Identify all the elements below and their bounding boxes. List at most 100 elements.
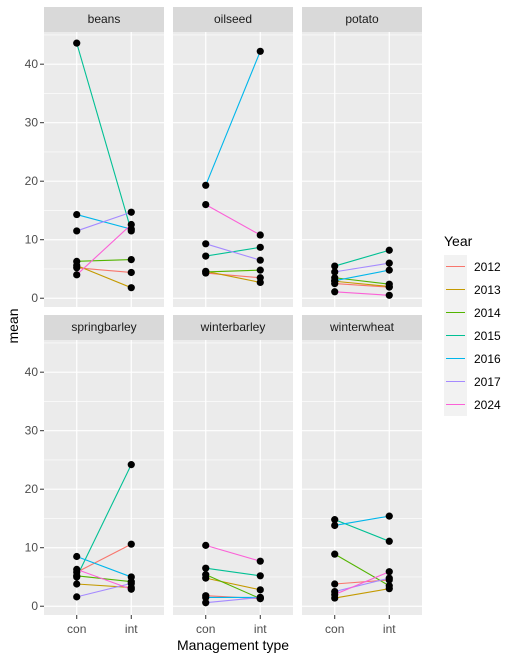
data-point-2024-con (202, 541, 210, 549)
series-line-2024 (76, 224, 132, 276)
series-line-2015 (76, 42, 132, 232)
data-point-2017-con (202, 599, 210, 607)
facet-strip-label: potato (345, 12, 379, 26)
legend-label-2024: 2024 (474, 398, 501, 412)
data-point-2017-int (256, 256, 264, 264)
facet-strip-label: springbarley (71, 320, 136, 334)
x-tick-label: int (254, 622, 267, 636)
data-point-2015-con (331, 516, 339, 524)
data-point-2014-con (331, 550, 339, 558)
data-point-2024-con (202, 201, 210, 209)
series-line-2024 (334, 571, 390, 596)
series-line-2015 (334, 249, 390, 267)
data-point-2014-int (256, 266, 264, 274)
data-point-2016-con (202, 181, 210, 189)
facet-strip (44, 7, 164, 32)
series-line-2013 (76, 583, 132, 589)
series-line-2017 (205, 596, 261, 604)
legend: Year 2012 2013 2014 2015 2016 2017 2024 (444, 233, 501, 416)
data-point-2015-con (73, 39, 81, 47)
data-point-2016-con (202, 593, 210, 602)
data-point-2012-con (331, 580, 339, 588)
data-point-2017-con (73, 593, 81, 601)
panel-background (173, 340, 293, 615)
data-point-2017-int (256, 593, 264, 602)
series-line-2017 (205, 243, 261, 261)
series-line-2016 (334, 269, 390, 282)
data-point-2016-int (385, 266, 393, 274)
series-line-2013 (334, 280, 390, 288)
y-tick-label: 40 (25, 365, 39, 379)
y-axis-title: mean (5, 308, 21, 343)
legend-title: Year (444, 233, 473, 249)
y-tick-label: 30 (25, 424, 39, 438)
data-point-2014-con (202, 571, 210, 579)
y-tick-label: 10 (25, 541, 39, 555)
data-point-2024-int (127, 220, 135, 229)
data-point-2013-con (73, 580, 81, 588)
series-line-2016 (76, 555, 132, 578)
data-point-2016-con (331, 277, 339, 285)
y-tick-label: 10 (25, 233, 39, 247)
facet-panel-winterbarley: winterbarley (173, 315, 293, 615)
data-point-2016-int (256, 47, 264, 55)
facet-panel-beans: beans (44, 7, 164, 307)
facet-strip (173, 7, 293, 32)
series-line-2017 (334, 262, 390, 273)
data-point-2016-con (73, 552, 81, 561)
data-point-2024-int (127, 585, 135, 593)
data-point-2013-int (127, 284, 135, 292)
data-point-2017-con (202, 240, 210, 248)
series-line-2024 (205, 544, 261, 562)
legend-label-2016: 2016 (474, 352, 501, 366)
series-line-2015 (76, 464, 132, 578)
facet-strip-label: winterwheat (329, 320, 395, 334)
facet-strip-label: winterbarley (200, 320, 266, 334)
facet-strip (44, 315, 164, 340)
data-point-2012-int (127, 268, 135, 277)
data-point-2024-con (73, 565, 81, 573)
legend-label-2017: 2017 (474, 375, 501, 389)
data-point-2015-int (256, 243, 264, 251)
series-line-2012 (76, 543, 132, 573)
data-point-2015-con (202, 252, 210, 260)
x-axis-title: Management type (177, 637, 289, 653)
series-line-2014 (205, 574, 261, 600)
facet-strip (302, 315, 422, 340)
y-tick-label: 0 (31, 291, 38, 305)
data-point-2015-int (127, 461, 135, 469)
series-line-2015 (205, 567, 261, 577)
facet-panel-winterwheat: winterwheat (302, 315, 422, 615)
legend-label-2014: 2014 (474, 306, 501, 320)
data-point-2017-int (127, 208, 135, 216)
data-point-2016-int (385, 512, 393, 520)
series-line-2017 (334, 577, 390, 593)
data-point-2017-int (385, 259, 393, 267)
data-point-2024-con (73, 271, 81, 279)
facet-strip (302, 7, 422, 32)
series-line-2015 (334, 519, 390, 542)
data-point-2017-int (127, 579, 135, 588)
legend-label-2015: 2015 (474, 329, 501, 343)
data-point-2024-int (256, 231, 264, 239)
data-point-2024-int (385, 291, 393, 299)
data-point-2013-int (256, 586, 264, 594)
data-point-2024-int (256, 557, 264, 565)
y-tick-label: 20 (25, 482, 39, 496)
series-line-2013 (334, 588, 390, 599)
facet-panel-springbarley: springbarley (44, 315, 164, 615)
series-line-2016 (334, 515, 390, 527)
series-line-2012 (205, 272, 261, 279)
series-line-2024 (76, 568, 132, 590)
data-point-2014-int (385, 280, 393, 288)
series-line-2013 (205, 270, 261, 283)
facet-strip (173, 315, 293, 340)
data-point-2014-int (127, 256, 135, 264)
data-point-2024-int (385, 568, 393, 576)
x-tick-label: con (67, 622, 86, 636)
x-tick-label: int (383, 622, 396, 636)
series-line-2014 (205, 269, 261, 273)
x-tick-label: int (125, 622, 138, 636)
series-line-2012 (334, 283, 390, 288)
series-line-2016 (205, 51, 261, 186)
